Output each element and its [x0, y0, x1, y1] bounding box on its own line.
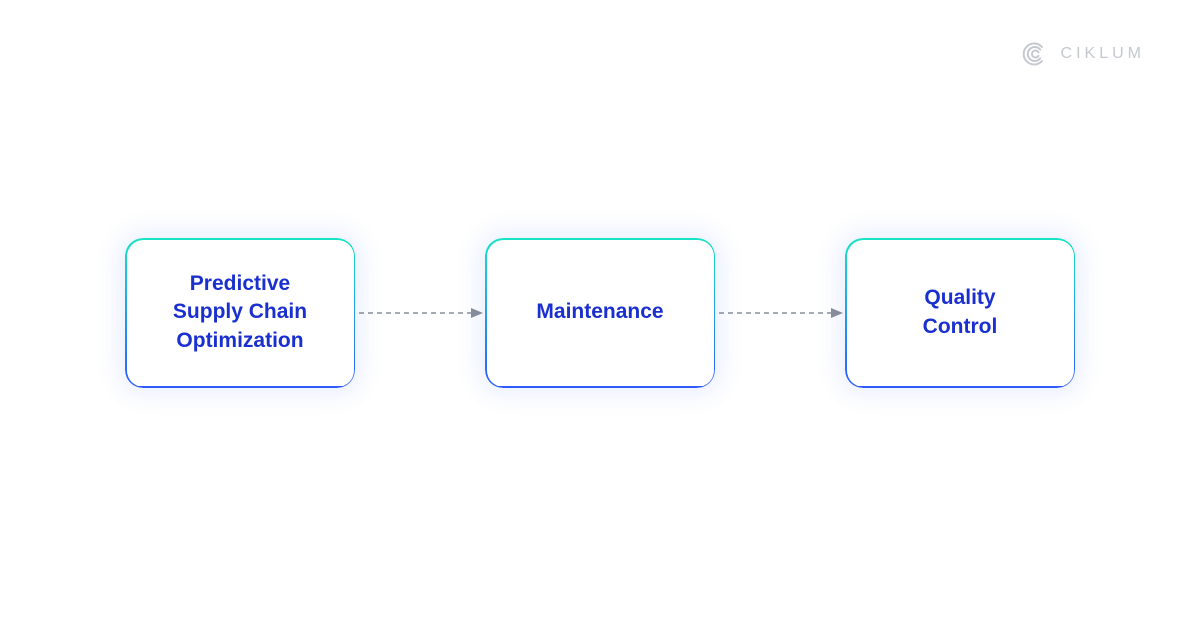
node-quality-control: QualityControl [845, 238, 1075, 388]
node-label: Maintenance [536, 298, 663, 326]
edge-arrow [715, 303, 845, 323]
flowchart: PredictiveSupply ChainOptimization Maint… [125, 238, 1075, 388]
node-maintenance: Maintenance [485, 238, 715, 388]
edge-arrow [355, 303, 485, 323]
node-label: QualityControl [923, 284, 998, 341]
brand-logo-text: CIKLUM [1061, 45, 1145, 63]
ciklum-logo-icon [1021, 40, 1049, 68]
node-predictive-supply-chain: PredictiveSupply ChainOptimization [125, 238, 355, 388]
brand-logo: CIKLUM [1021, 40, 1145, 68]
node-label: PredictiveSupply ChainOptimization [173, 270, 307, 355]
